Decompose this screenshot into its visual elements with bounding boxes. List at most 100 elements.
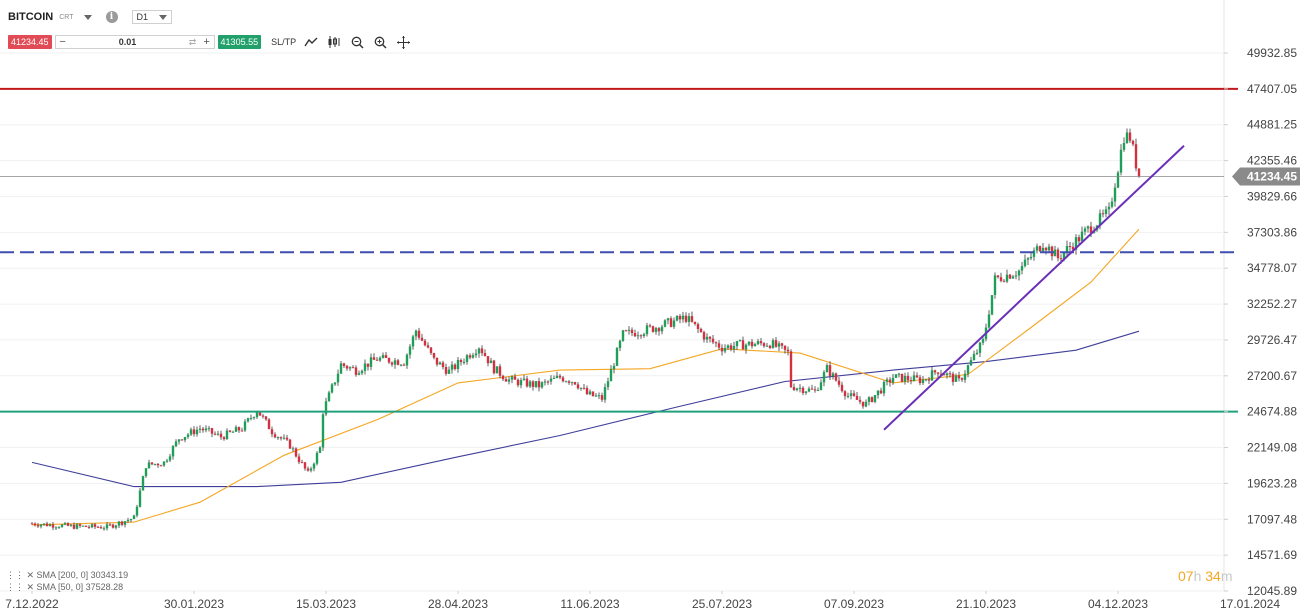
sma-200-legend-item[interactable]: ⋮⋮ ✕ SMA [200, 0] 30343.19 [6, 570, 129, 580]
candle-body [714, 342, 718, 344]
candle-body [867, 397, 871, 402]
candle-body [546, 381, 550, 383]
candle-body [1074, 237, 1078, 250]
y-tick-label: 49932.85 [1247, 46, 1297, 60]
sma-200-label: SMA [200, 0] 30343.19 [36, 570, 129, 580]
candle-body [477, 348, 481, 354]
symbol-name[interactable]: BITCOIN [8, 11, 54, 23]
candle-body [180, 439, 184, 441]
indicator-legend: ⋮⋮ ✕ SMA [200, 0] 30343.19 ⋮⋮ ✕ SMA [50,… [6, 569, 128, 593]
candle-body [150, 462, 154, 465]
candle-body [363, 363, 367, 371]
candle-body [729, 345, 733, 350]
timeframe-select[interactable]: D1 [131, 10, 172, 24]
candle-body [570, 382, 574, 384]
quantity-stepper[interactable]: − 0.01 ⇄ + [54, 35, 215, 49]
candle-body [195, 429, 199, 435]
candle-body [99, 527, 103, 529]
decrease-quantity-button[interactable]: − [59, 36, 66, 48]
candle-body [828, 365, 832, 377]
candle-body [264, 416, 268, 420]
zoom-in-icon[interactable] [372, 34, 388, 50]
candle-body [267, 419, 271, 430]
candle-body [225, 430, 229, 440]
candle-body [1029, 256, 1033, 259]
candle-body [486, 356, 490, 364]
candle-body [366, 363, 370, 367]
candle-body [351, 367, 355, 369]
candle-body [330, 384, 334, 393]
candle-body [561, 377, 565, 382]
candle-body [801, 387, 805, 393]
candle-body [510, 376, 514, 380]
candle-body [708, 336, 712, 339]
buy-price-button[interactable]: 41305.55 [217, 35, 262, 49]
trade-toolbar: 41234.45 − 0.01 ⇄ + 41305.55 SL/TP [8, 34, 411, 50]
x-tick-label: 25.07.2023 [692, 597, 752, 610]
candle-body [1014, 275, 1018, 277]
candle-body [885, 379, 889, 382]
price-axis[interactable]: 49932.85 47407.05 44881.25 42355.46 39829.66… [1224, 46, 1300, 598]
candle-body [1122, 143, 1126, 150]
candles-layer [30, 128, 1141, 531]
info-icon[interactable]: i [105, 11, 118, 23]
sma-50-legend-item[interactable]: ⋮⋮ ✕ SMA [50, 0] 37528.28 [6, 582, 124, 592]
zoom-out-icon[interactable] [349, 34, 365, 50]
candle-body [204, 428, 208, 431]
candle-body [756, 341, 760, 345]
sma-200-layer [31, 330, 1140, 488]
candle-body [609, 369, 613, 382]
candle-body [780, 343, 784, 346]
candle-body [996, 275, 1000, 278]
chart-type-line-icon[interactable] [303, 34, 319, 50]
chevron-down-icon [158, 14, 167, 20]
candle-body [111, 524, 115, 528]
candle-body [723, 348, 727, 352]
candle-body [1002, 280, 1006, 282]
candle-body [870, 397, 874, 402]
candle-body [210, 428, 214, 434]
candle-body [864, 401, 868, 407]
candle-body [399, 364, 403, 366]
candle-body [393, 360, 397, 365]
candle-body [75, 524, 79, 529]
sl-tp-button[interactable]: SL/TP [271, 37, 297, 47]
countdown-hours: 07 [1178, 568, 1194, 584]
candle-body [1032, 250, 1036, 257]
candle-body [744, 344, 748, 350]
candle-body [450, 364, 454, 370]
candle-body [513, 376, 517, 380]
candle-body [816, 390, 820, 391]
candle-body [102, 528, 106, 530]
candle-body [327, 392, 331, 402]
candle-body [558, 375, 562, 378]
candle-body [705, 336, 709, 340]
time-axis[interactable]: 7.12.2022 30.01.2023 15.03.2023 28.04.2023 1… [5, 591, 1280, 610]
candle-body [855, 395, 859, 400]
sell-price-button[interactable]: 41234.45 [8, 35, 52, 49]
candle-body [594, 395, 598, 397]
candle-body [969, 360, 973, 366]
candle-body [300, 462, 304, 464]
candle-body [957, 375, 961, 379]
candle-body [417, 330, 421, 338]
countdown-hours-unit: h [1193, 568, 1202, 584]
x-tick-label: 07.09.2023 [824, 597, 884, 610]
candle-body [249, 418, 253, 419]
increase-quantity-button[interactable]: + [203, 36, 210, 48]
candle-body [852, 393, 856, 396]
candle-body [834, 373, 838, 381]
candle-body [405, 354, 409, 366]
candle-body [783, 345, 787, 350]
candle-body [105, 524, 109, 529]
candle-body [1026, 258, 1030, 260]
symbol-dropdown-icon[interactable] [83, 14, 92, 20]
crosshair-icon[interactable] [395, 34, 411, 50]
candle-body [261, 415, 265, 417]
candle-body [396, 360, 400, 365]
chart-type-candle-icon[interactable] [326, 34, 342, 50]
quantity-input[interactable]: 0.01 [118, 37, 137, 47]
candle-body [39, 524, 43, 527]
swap-icon[interactable]: ⇄ [188, 36, 197, 47]
